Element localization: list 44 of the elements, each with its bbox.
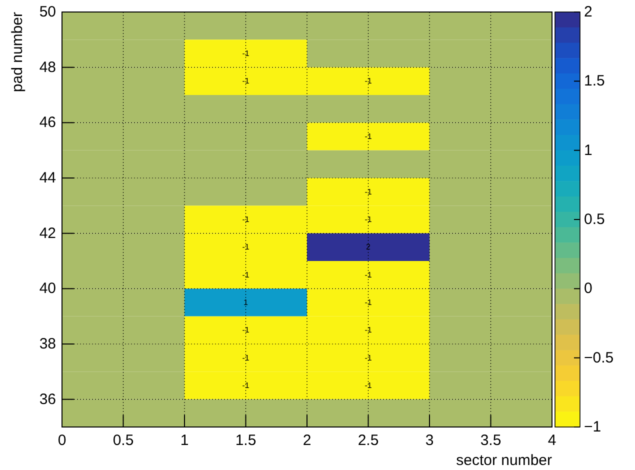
x-tick-label: 1.5 (235, 432, 256, 449)
color-bar-label: 0.5 (584, 211, 605, 228)
y-tick-label: 36 (39, 390, 56, 408)
data-label: -1 (364, 76, 372, 86)
data-label: -1 (364, 298, 372, 307)
data-label: -1 (242, 215, 250, 224)
x-tick-label: 2.5 (358, 432, 379, 449)
data-label: -1 (364, 381, 372, 390)
color-bar-label: −0.5 (584, 349, 614, 366)
x-tick-label: 1 (180, 432, 189, 449)
x-tick-label: 0 (58, 432, 66, 449)
y-tick-label: 42 (39, 224, 56, 242)
data-label: -1 (242, 353, 250, 362)
data-label: -1 (242, 49, 250, 58)
data-label: -1 (242, 326, 250, 335)
x-tick-label: 4 (548, 432, 556, 449)
data-label: -1 (364, 326, 372, 335)
x-tick-label: 3.5 (480, 432, 502, 449)
y-tick-label: 50 (39, 4, 56, 20)
x-tick-label: 0.5 (112, 432, 134, 449)
x-axis-title: sector number (456, 452, 552, 469)
data-label: -1 (242, 270, 250, 280)
data-label: -1 (364, 132, 372, 141)
color-bar-label: 1.5 (584, 72, 605, 90)
data-label: -1 (242, 242, 250, 252)
data-label: -1 (364, 353, 372, 362)
y-tick-label: 44 (39, 170, 56, 186)
color-bar-label: 1 (584, 142, 592, 159)
data-label: -1 (364, 187, 372, 196)
y-tick-label: 48 (39, 58, 56, 76)
y-tick-label: 40 (39, 280, 56, 298)
data-label: -1 (364, 270, 372, 280)
y-tick-label: 46 (39, 114, 56, 132)
color-bar-label: −1 (584, 418, 602, 436)
data-label: -1 (242, 76, 250, 86)
x-tick-label: 2 (302, 432, 312, 449)
y-tick-label: 38 (39, 336, 56, 352)
data-label: 2 (366, 242, 372, 252)
data-label: -1 (242, 381, 250, 390)
y-axis-title: pad number (9, 12, 26, 92)
color-bar-label: 2 (584, 4, 592, 20)
color-bar-label: 0 (584, 280, 592, 298)
data-label: -1 (364, 215, 372, 224)
x-tick-label: 3 (425, 432, 434, 449)
